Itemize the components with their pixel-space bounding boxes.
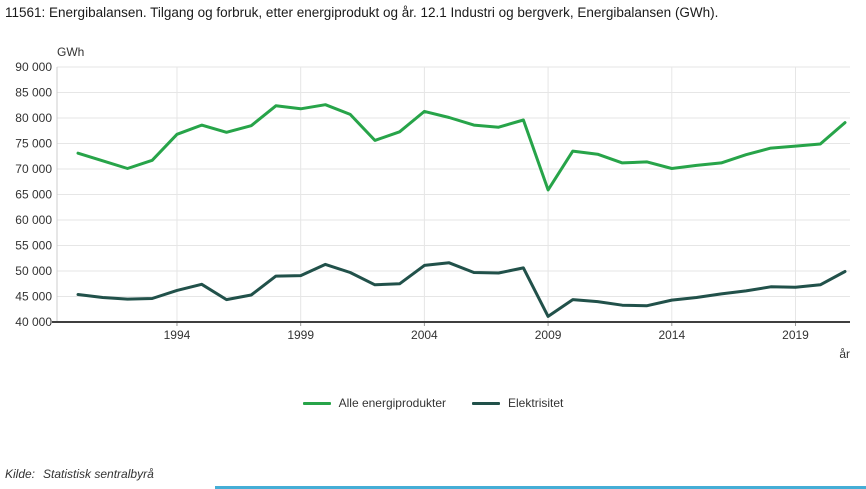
legend-line-swatch-green bbox=[302, 401, 331, 405]
y-tick-label: 75 000 bbox=[15, 137, 52, 151]
series-line-elektrisitet bbox=[76, 261, 847, 318]
y-tick-label: 40 000 bbox=[15, 315, 52, 329]
legend-label: Alle energiprodukter bbox=[338, 396, 447, 410]
x-tick-label: 2019 bbox=[782, 328, 809, 342]
x-tick-label: 2009 bbox=[535, 328, 562, 342]
source-line: Kilde: Statistisk sentralbyrå bbox=[5, 467, 154, 481]
x-tick-label: 1999 bbox=[287, 328, 314, 342]
x-tick-label: 2004 bbox=[411, 328, 438, 342]
legend-item-elektrisitet: Elektrisitet bbox=[472, 396, 563, 410]
y-tick-label: 80 000 bbox=[15, 111, 52, 125]
y-tick-label: 85 000 bbox=[15, 86, 52, 100]
legend: Alle energiprodukter Elektrisitet bbox=[0, 396, 866, 410]
y-tick-label: 45 000 bbox=[15, 290, 52, 304]
y-tick-label: 55 000 bbox=[15, 239, 52, 253]
series-line-alle-energiprodukter bbox=[76, 103, 847, 192]
x-axis-unit-label: år bbox=[839, 347, 850, 361]
y-tick-label: 70 000 bbox=[15, 162, 52, 176]
legend-label: Elektrisitet bbox=[508, 396, 564, 410]
x-tick-label: 1994 bbox=[164, 328, 191, 342]
legend-line-swatch-darkgreen bbox=[472, 401, 501, 405]
y-axis-unit-label: GWh bbox=[57, 45, 85, 59]
legend-item-alle-energiprodukter: Alle energiprodukter bbox=[302, 396, 447, 410]
source-text: Statistisk sentralbyrå bbox=[43, 467, 154, 481]
source-prefix: Kilde: bbox=[5, 467, 36, 481]
x-tick-label: 2014 bbox=[658, 328, 685, 342]
bottom-accent-bar bbox=[215, 486, 866, 489]
y-tick-label: 65 000 bbox=[15, 188, 52, 202]
y-tick-label: 50 000 bbox=[15, 264, 52, 278]
page-title: 11561: Energibalansen. Tilgang og forbru… bbox=[5, 5, 719, 20]
chart-plot: 40 000 45 000 50 000 55 000 60 000 65 000 70 0… bbox=[15, 60, 850, 342]
y-tick-label: 90 000 bbox=[15, 60, 52, 74]
y-tick-label: 60 000 bbox=[15, 213, 52, 227]
